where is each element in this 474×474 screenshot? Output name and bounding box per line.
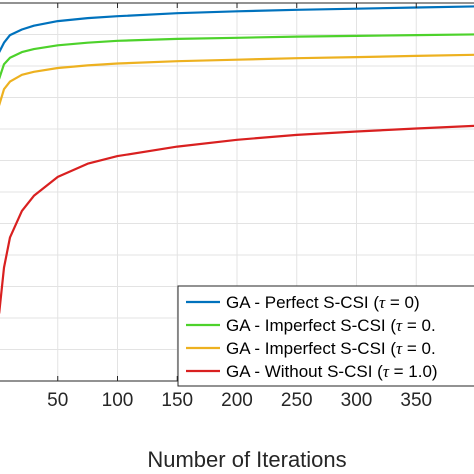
series-line-3	[0, 124, 474, 314]
x-tick-label-2: 150	[161, 390, 193, 411]
x-tick-label-0: 50	[47, 390, 68, 411]
legend-label-1: GA - Imperfect S-CSI (τ = 0.	[226, 316, 436, 335]
x-tick-label-1: 100	[102, 390, 134, 411]
x-tick-label-4: 250	[281, 390, 313, 411]
series-lines	[0, 5, 474, 314]
legend-label-3: GA - Without S-CSI (τ = 1.0)	[226, 362, 438, 381]
x-tick-label-3: 200	[221, 390, 253, 411]
series-line-0	[0, 5, 474, 53]
legend-label-2: GA - Imperfect S-CSI (τ = 0.	[226, 339, 436, 358]
legend-box	[177, 285, 474, 387]
x-axis-label: Number of Iterations	[147, 447, 346, 472]
x-tick-label-6: 350	[400, 390, 432, 411]
x-tick-label-5: 300	[341, 390, 373, 411]
legend: GA - Perfect S-CSI (τ = 0) GA - Imperfect…	[177, 285, 474, 387]
series-line-1	[0, 33, 474, 80]
x-tick-labels: 50 100 150 200 250 300 350	[47, 390, 432, 411]
legend-label-0: GA - Perfect S-CSI (τ = 0)	[226, 293, 420, 312]
series-line-2	[0, 53, 474, 106]
